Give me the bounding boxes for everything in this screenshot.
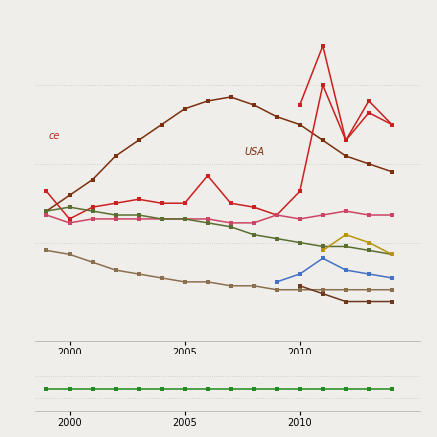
Text: ce: ce (49, 132, 60, 141)
Text: USA: USA (245, 147, 264, 157)
